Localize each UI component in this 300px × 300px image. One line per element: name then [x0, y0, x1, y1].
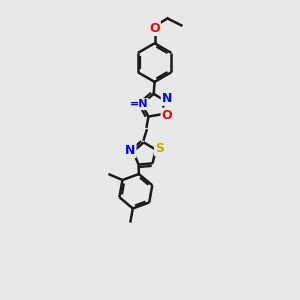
Text: O: O [162, 109, 172, 122]
Text: N: N [125, 144, 136, 157]
Text: S: S [155, 142, 164, 155]
Text: =N: =N [130, 99, 148, 109]
Text: O: O [149, 22, 160, 35]
Text: N: N [162, 92, 172, 105]
